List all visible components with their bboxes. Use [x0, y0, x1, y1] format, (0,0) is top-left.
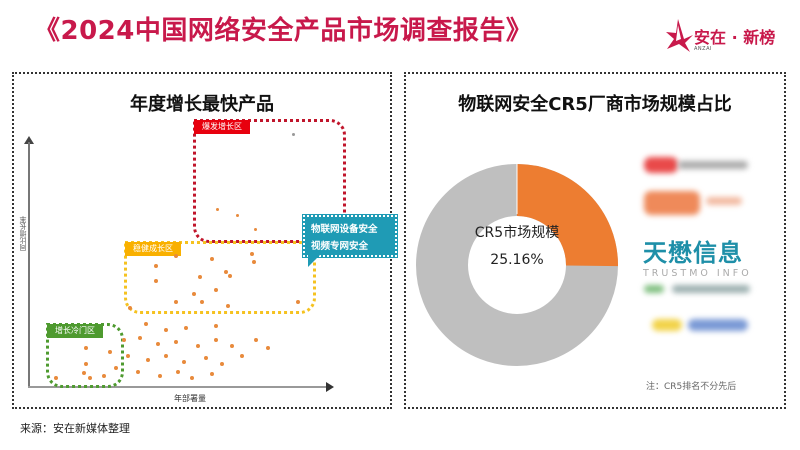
data-point — [136, 370, 140, 374]
scatter-plot: 同比增长率 年部署量 爆发增长区 稳健成长区 增长冷门区 — [14, 74, 398, 411]
trustmo-logo: 天懋信息 TRUSTMO INFO — [643, 233, 783, 279]
source-note: 来源：安在新媒体整理 — [20, 422, 130, 435]
data-point — [126, 354, 130, 358]
data-point — [210, 257, 214, 261]
data-point — [292, 133, 295, 136]
cr5-note: 注：CR5排名不分先后 — [646, 382, 737, 392]
data-point — [174, 300, 178, 304]
y-axis-label: 同比增长率 — [19, 216, 27, 251]
data-point — [138, 336, 142, 340]
blurred-vendor-logo — [652, 319, 682, 331]
data-point — [174, 340, 178, 344]
callout-line-2: 视频专网安全 — [311, 241, 369, 252]
data-point — [226, 304, 230, 308]
data-point — [114, 366, 118, 370]
data-point — [220, 362, 224, 366]
y-axis — [28, 142, 30, 387]
data-point — [182, 360, 186, 364]
data-point — [214, 338, 218, 342]
highlight-callout: 物联网设备安全 视频专网安全 — [302, 214, 398, 258]
data-point — [190, 376, 194, 380]
data-point — [154, 264, 158, 268]
data-point — [156, 342, 160, 346]
data-point — [228, 274, 232, 278]
data-point — [108, 350, 112, 354]
donut-chart — [416, 162, 618, 366]
data-point — [216, 208, 219, 211]
data-point — [154, 279, 158, 283]
steady-growth-zone — [124, 241, 316, 314]
trustmo-logo-en: TRUSTMO INFO — [643, 268, 752, 279]
donut-center-label: CR5市场规模 25.16% — [414, 222, 620, 268]
data-point — [214, 288, 218, 292]
logo-text: 安在 · 新榜 — [694, 28, 776, 47]
donut-label: CR5市场规模 — [474, 225, 560, 241]
burst-zone-tag: 爆发增长区 — [194, 120, 250, 134]
blurred-vendor-name — [678, 161, 748, 169]
cr5-share-panel: 物联网安全CR5厂商市场规模占比 CR5市场规模 25.16% 天懋信息 TRU… — [404, 72, 786, 409]
data-point — [174, 254, 178, 258]
star-logo-icon — [666, 19, 693, 52]
data-point — [164, 328, 168, 332]
anzai-xinbang-logo: 安在 · 新榜 ANZAI — [664, 19, 784, 53]
blurred-vendor-name — [688, 319, 748, 331]
donut-title: 物联网安全CR5厂商市场规模占比 — [458, 94, 732, 115]
logo-subtext: ANZAI — [694, 46, 712, 52]
steady-zone-tag: 稳健成长区 — [125, 242, 181, 256]
donut-value: 25.16% — [490, 252, 544, 268]
data-point — [266, 346, 270, 350]
cold-zone-tag: 增长冷门区 — [47, 324, 103, 338]
x-axis — [28, 386, 328, 388]
data-point — [230, 344, 234, 348]
data-point — [54, 376, 58, 380]
data-point — [82, 371, 86, 375]
blurred-vendor-name — [672, 285, 750, 293]
report-title: 《2024中国网络安全产品市场调查报告》 — [34, 16, 533, 46]
data-point — [146, 358, 150, 362]
data-point — [240, 354, 244, 358]
blurred-vendor-logo — [644, 285, 664, 293]
data-point — [102, 374, 106, 378]
data-point — [84, 346, 88, 350]
callout-line-1: 物联网设备安全 — [311, 224, 378, 235]
data-point — [204, 356, 208, 360]
data-point — [254, 228, 257, 231]
data-point — [192, 292, 196, 296]
data-point — [88, 376, 92, 380]
callout-tail — [308, 255, 320, 267]
scatter-title: 年度增长最快产品 — [130, 94, 274, 115]
data-point — [210, 372, 214, 376]
data-point — [176, 370, 180, 374]
data-point — [214, 324, 218, 328]
blurred-vendor-logo — [644, 191, 700, 215]
data-point — [236, 214, 239, 217]
data-point — [296, 300, 300, 304]
data-point — [184, 326, 188, 330]
growth-scatter-panel: 年度增长最快产品 同比增长率 年部署量 爆发增长区 稳健成长区 增长冷门区 — [12, 72, 398, 411]
blurred-vendor-logo — [644, 157, 678, 173]
data-point — [200, 300, 204, 304]
data-point — [198, 275, 202, 279]
data-point — [224, 270, 228, 274]
data-point — [144, 322, 148, 326]
data-point — [128, 306, 132, 310]
data-point — [254, 338, 258, 342]
blurred-vendor-name — [706, 197, 742, 205]
y-axis-arrow-icon — [24, 136, 34, 144]
x-axis-arrow-icon — [326, 382, 334, 392]
data-point — [164, 354, 168, 358]
trustmo-logo-cn: 天懋信息 — [643, 239, 743, 267]
x-axis-label: 年部署量 — [174, 394, 206, 403]
vendor-logos: 天懋信息 TRUSTMO INFO — [634, 149, 774, 349]
data-point — [252, 260, 256, 264]
data-point — [84, 362, 88, 366]
data-point — [158, 374, 162, 378]
data-point — [122, 338, 126, 342]
data-point — [196, 344, 200, 348]
data-point — [250, 252, 254, 256]
